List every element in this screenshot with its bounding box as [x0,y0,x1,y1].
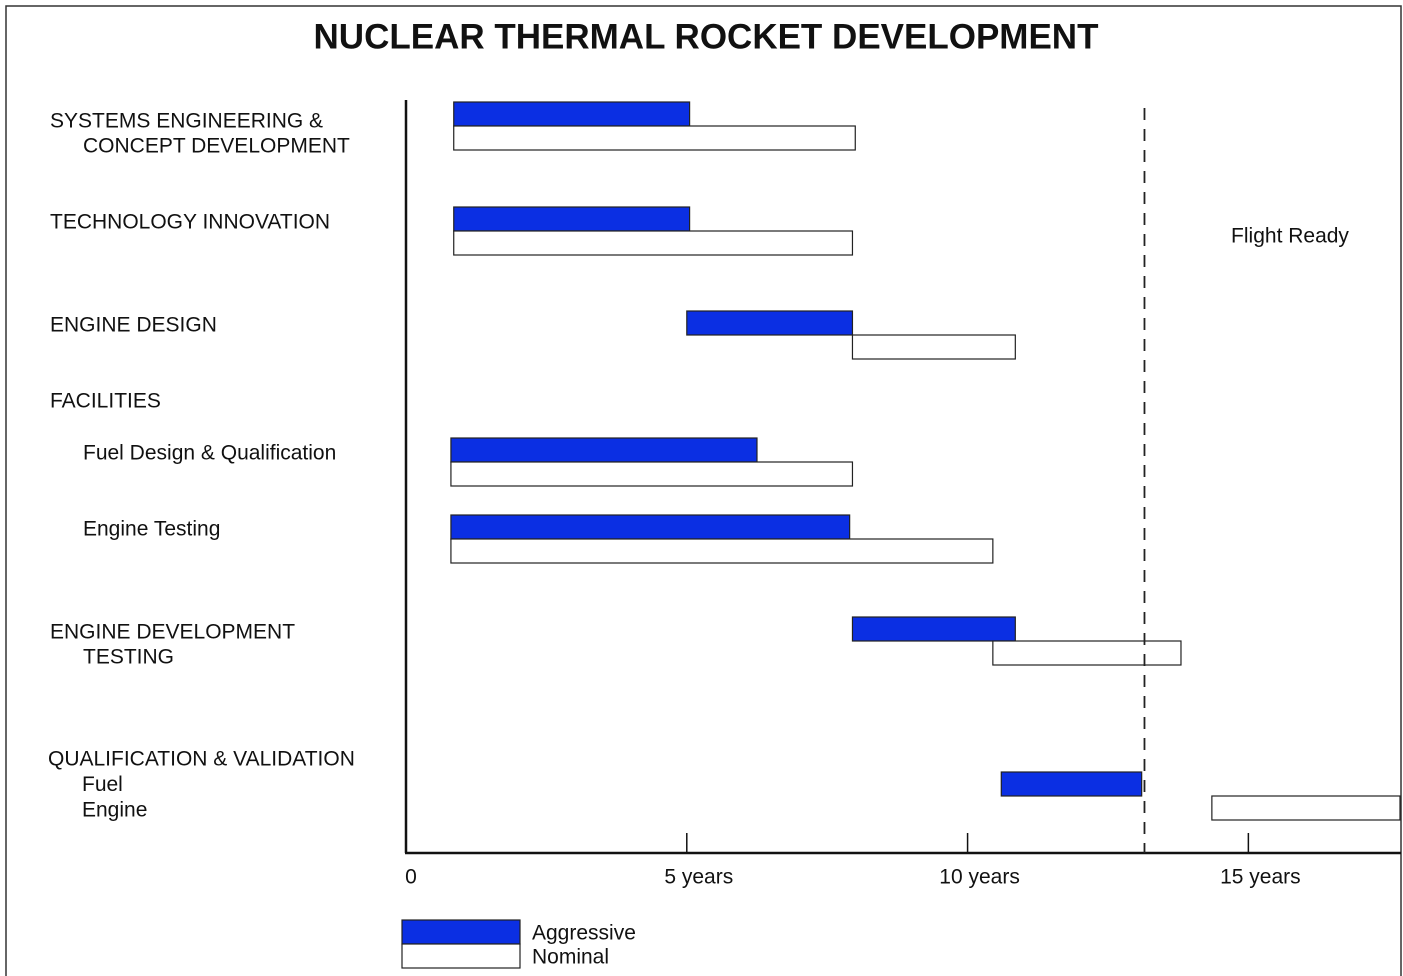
row-label: TESTING [83,646,174,669]
bar [851,334,1016,360]
legend-label: Aggressive [532,922,636,945]
chart-title: NUCLEAR THERMAL ROCKET DEVELOPMENT [314,17,1099,56]
bar [453,206,691,232]
x-tick-label: 15 years [1220,866,1301,889]
row-label: Engine Testing [83,518,220,541]
bar [851,616,1016,642]
bar [450,514,851,540]
bar [453,230,854,256]
row-label: Fuel Design & Qualification [83,442,336,465]
bar [450,461,854,487]
legend-label: Nominal [532,946,609,969]
x-tick-label: 10 years [939,866,1020,889]
bar [1000,771,1143,797]
bar [992,640,1182,666]
legend-swatch [401,919,521,945]
frame [5,5,1402,976]
row-label: Fuel [82,773,123,796]
row-label: SYSTEMS ENGINEERING & [50,110,323,133]
bar [450,437,758,463]
legend-swatch [401,943,521,969]
row-label: CONCEPT DEVELOPMENT [83,135,350,158]
row-label: TECHNOLOGY INNOVATION [50,211,330,234]
row-label: QUALIFICATION & VALIDATION [48,748,355,771]
x-tick-label: 5 years [664,866,733,889]
row-label: FACILITIES [50,390,161,413]
row-label: ENGINE DEVELOPMENT [50,621,295,644]
bar [453,125,856,151]
x-tick-label: 0 [405,866,417,889]
annotation: Flight Ready [1231,225,1349,248]
bar [450,538,994,564]
bar [453,101,691,127]
bar [686,310,854,336]
row-label: Engine [82,799,147,822]
row-label: ENGINE DESIGN [50,314,217,337]
bar [1211,795,1401,821]
